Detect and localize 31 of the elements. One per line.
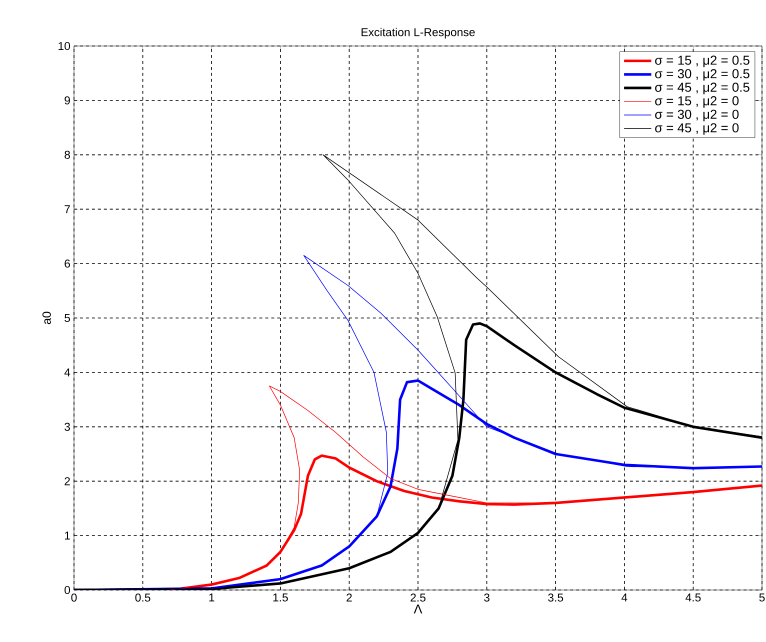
x-tick-label: 4 <box>621 594 628 602</box>
x-tick-label: 1 <box>209 594 214 602</box>
legend-label: σ = 45 , μ2 = 0 <box>655 123 739 135</box>
x-tick-label: 2 <box>346 594 352 602</box>
y-tick-label: 6 <box>64 260 70 268</box>
y-tick-label: 10 <box>58 42 70 50</box>
x-tick-label: 2.5 <box>410 594 426 602</box>
x-tick-label: 3 <box>484 594 490 602</box>
y-tick-label: 9 <box>64 96 70 104</box>
y-tick-label: 7 <box>64 205 70 214</box>
y-tick-label: 2 <box>64 477 70 486</box>
y-tick-label: 8 <box>64 150 70 159</box>
legend-label: σ = 15 , μ2 = 0 <box>655 96 739 108</box>
x-tick-label: 3.5 <box>548 594 564 602</box>
y-tick-label: 3 <box>64 422 70 431</box>
legend-label: σ = 15 , μ2 = 0.5 <box>655 56 750 68</box>
x-axis-title: Λ <box>414 604 422 614</box>
chart-title: Excitation L-Response <box>362 28 475 38</box>
y-axis-title: a0 <box>42 312 51 324</box>
x-tick-label: 0 <box>71 594 77 602</box>
y-tick-label: 1 <box>64 532 70 540</box>
y-tick-label: 4 <box>64 368 70 376</box>
y-tick-label: 5 <box>64 314 70 322</box>
y-tick-label: 0 <box>64 586 70 594</box>
legend-label: σ = 30 , μ2 = 0.5 <box>655 69 750 81</box>
legend-label: σ = 30 , μ2 = 0 <box>655 110 739 122</box>
x-tick-label: 4.5 <box>686 594 701 602</box>
legend-label: σ = 45 , μ2 = 0.5 <box>655 82 750 94</box>
x-tick-label: 5 <box>759 594 765 602</box>
x-tick-label: 0.5 <box>135 594 150 602</box>
x-tick-label: 1.5 <box>273 594 288 602</box>
